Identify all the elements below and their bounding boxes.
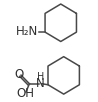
Text: H₂N: H₂N	[16, 25, 38, 38]
Text: O: O	[14, 68, 24, 81]
Text: H: H	[37, 72, 44, 82]
Text: OH: OH	[16, 87, 34, 100]
Text: N: N	[36, 77, 45, 90]
